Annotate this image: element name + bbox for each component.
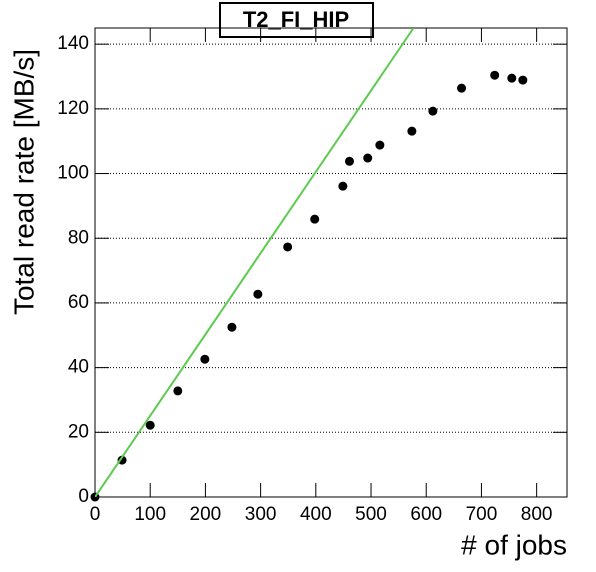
data-point — [145, 420, 155, 430]
fit-line — [95, 28, 415, 497]
y-tick-label: 20 — [68, 421, 89, 442]
data-point — [363, 153, 373, 163]
data-point — [338, 181, 348, 191]
data-point — [117, 455, 127, 465]
x-tick-label: 500 — [355, 504, 387, 525]
x-axis-label: # of jobs — [461, 529, 567, 560]
y-tick-label: 80 — [68, 227, 89, 248]
data-point — [227, 322, 237, 332]
data-point — [310, 214, 320, 224]
data-point — [507, 73, 517, 83]
y-tick-label: 40 — [68, 357, 89, 378]
data-point — [407, 126, 417, 136]
x-tick-label: 600 — [410, 504, 442, 525]
data-point — [490, 70, 500, 80]
data-point — [457, 83, 467, 93]
x-tick-label: 100 — [134, 504, 166, 525]
data-point — [518, 75, 528, 85]
y-tick-label: 140 — [57, 33, 89, 54]
plot-frame — [94, 27, 568, 498]
data-point — [200, 354, 210, 364]
x-tick-label: 400 — [300, 504, 332, 525]
data-point — [283, 242, 293, 252]
data-point — [173, 386, 183, 396]
x-tick-label: 700 — [466, 504, 498, 525]
x-tick-label: 300 — [245, 504, 277, 525]
x-tick-label: 0 — [90, 504, 101, 525]
data-point — [428, 106, 438, 116]
y-tick-label: 60 — [68, 292, 89, 313]
y-tick-label: 0 — [78, 486, 89, 507]
y-axis-label: Total read rate [MB/s] — [8, 49, 39, 315]
y-tick-label: 100 — [57, 163, 89, 184]
y-tick-label: 120 — [57, 98, 89, 119]
x-tick-label: 800 — [521, 504, 553, 525]
title-box — [219, 2, 374, 38]
data-point — [253, 289, 263, 299]
data-point — [344, 156, 354, 166]
x-tick-label: 200 — [190, 504, 222, 525]
data-point — [375, 140, 385, 150]
